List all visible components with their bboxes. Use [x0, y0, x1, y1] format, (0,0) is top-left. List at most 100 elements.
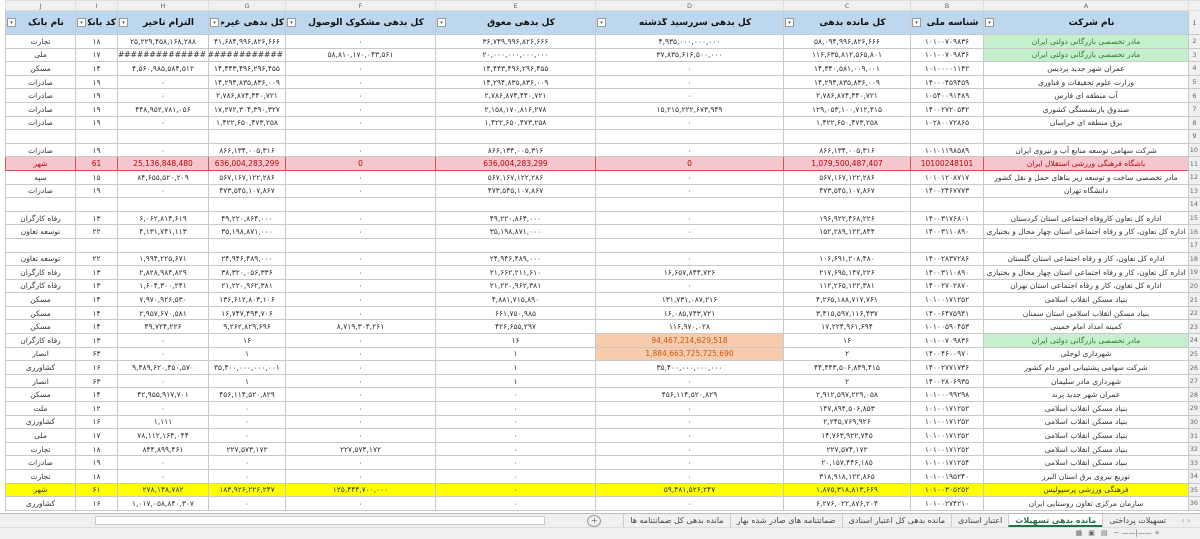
cell[interactable]: ۰	[595, 183, 784, 199]
cell[interactable]: ۱۷	[75, 428, 118, 443]
cell[interactable]: ۱۷,۲۷۲,۳۰۴,۳۹۰,۳۲۷	[208, 101, 286, 117]
cell[interactable]: ۴۹,۲۲۰,۸۶۴,۰۰۰	[208, 210, 286, 226]
page-break-icon[interactable]: ▤	[1100, 529, 1108, 537]
cell[interactable]: ۰	[208, 414, 286, 430]
cell[interactable]: ۰	[595, 373, 784, 389]
sheet-tab[interactable]: اعتبار اسنادی	[951, 514, 1008, 527]
cell[interactable]: ۱۶	[75, 360, 118, 375]
cell[interactable]: ۰	[285, 210, 436, 226]
cell[interactable]: ۰	[435, 441, 596, 457]
cell[interactable]: تجارت	[5, 441, 76, 457]
cell[interactable]: ۲۲۷,۵۷۴,۱۷۲	[783, 441, 911, 457]
cell[interactable]: ۱۰۱۰۰۱۷۱۲۵۲	[910, 401, 984, 416]
cell[interactable]: باشگاه فرهنگی ورزشی استقلال ایران	[983, 156, 1189, 171]
cell[interactable]: ۱۴	[75, 292, 118, 307]
row-number[interactable]: 6	[1188, 88, 1200, 103]
cell[interactable]: ۰	[117, 373, 209, 389]
cell[interactable]: ۱۴۰۰۲۸۳۷۲۸۶	[910, 251, 984, 267]
cell[interactable]: ۲۲	[75, 251, 118, 267]
cell[interactable]: 636,004,283,299	[208, 156, 286, 171]
cell[interactable]: ۱۰۵۴۰۰۹۱۴۸۹	[910, 88, 984, 103]
cell[interactable]: اداره کل تعاون، کار و رفاه اجتماعی استان…	[983, 278, 1189, 294]
column-header[interactable]: کل بدهی مشکوک الوصول ▾	[285, 10, 436, 35]
cell[interactable]: 10100248101	[910, 156, 984, 171]
cell[interactable]: ۰	[285, 61, 436, 76]
cell[interactable]: ۰	[595, 88, 784, 103]
cell[interactable]: ۴۴,۴۴۳,۵۰۶,۸۴۹,۴۱۵	[783, 360, 911, 375]
cell[interactable]: ۸,۷۱۹,۳۰۴,۲۶۱	[285, 319, 436, 335]
cell[interactable]: ۱۰۱۰۰۷۰۹۸۳۶	[910, 333, 984, 348]
cell[interactable]: کمیته امداد امام خمینی	[983, 319, 1189, 335]
cell[interactable]: ملی	[5, 47, 76, 63]
cell[interactable]: رفاه کارگران	[5, 333, 76, 348]
cell[interactable]	[783, 129, 911, 144]
cell[interactable]: ۴۲۶,۶۵۵,۲۹۷	[435, 319, 596, 335]
filter-dropdown-icon[interactable]: ▾	[912, 18, 921, 27]
row-number[interactable]: 22	[1188, 305, 1200, 321]
cell[interactable]: فرهنگی ورزشی پرسپولیس	[983, 482, 1189, 498]
cell[interactable]	[75, 197, 118, 212]
cell[interactable]: ۰	[595, 428, 784, 443]
filter-dropdown-icon[interactable]: ▾	[785, 18, 794, 27]
cell[interactable]: ۰	[435, 455, 596, 470]
cell[interactable]: ۱۱۶,۹۷۰,۰۲۸	[595, 319, 784, 335]
cell[interactable]: ۰	[595, 74, 784, 90]
cell[interactable]: ۸۴۴,۸۹۹,۴۶۱	[117, 441, 209, 457]
cell[interactable]: ۸۶۶,۱۳۴,۰۰۵,۳۱۶	[208, 142, 286, 158]
row-number[interactable]: 18	[1188, 251, 1200, 267]
cell[interactable]: بنیاد مسکن انقلاب اسلامی	[983, 455, 1189, 470]
cell[interactable]: ۰	[285, 169, 436, 185]
cell[interactable]: ۰	[285, 401, 436, 416]
cell[interactable]: ۱۴	[75, 61, 118, 76]
cell[interactable]: ۴۹,۲۲۰,۸۶۴,۰۰۰	[435, 210, 596, 226]
cell[interactable]: سازمان مرکزی تعاون روستایی ایران	[983, 496, 1189, 511]
cell[interactable]: رفاه کارگران	[5, 210, 76, 226]
cell[interactable]: ۵۸,۸۱۰,۱۷۰,۰۴۳,۵۶۱	[285, 47, 436, 63]
cell[interactable]	[117, 129, 209, 144]
row-number[interactable]: 26	[1188, 360, 1200, 375]
cell[interactable]	[5, 129, 76, 144]
row-number[interactable]: 7	[1188, 101, 1200, 117]
filter-dropdown-icon[interactable]: ▾	[437, 18, 446, 27]
cell[interactable]: ۱۹	[75, 455, 118, 470]
sheet-tab[interactable]: مانده بدهی تسهیلات	[1008, 514, 1103, 527]
cell[interactable]: ۰	[435, 469, 596, 484]
cell[interactable]: ۳۸,۳۲۰,۰۵۶,۳۳۶	[208, 265, 286, 280]
cell[interactable]	[595, 129, 784, 144]
cell[interactable]: ۱۴۷,۸۹۴,۵۰۶,۸۵۳	[783, 401, 911, 416]
column-letter[interactable]: E	[435, 0, 596, 11]
column-letter[interactable]: B	[910, 0, 984, 11]
cell[interactable]: توسعه تعاون	[5, 251, 76, 267]
cell[interactable]: ۰	[435, 428, 596, 443]
row-number[interactable]: 30	[1188, 414, 1200, 430]
row-number[interactable]: 2	[1188, 34, 1200, 49]
cell[interactable]: صندوق بازنشستگی کشوری	[983, 101, 1189, 117]
cell[interactable]	[75, 237, 118, 253]
cell[interactable]: ۰	[595, 441, 784, 457]
column-letter[interactable]: C	[783, 0, 911, 11]
cell[interactable]: ۱	[435, 360, 596, 375]
cell[interactable]: ۱۴۰۰۳۱۱۰۸۹۰	[910, 224, 984, 239]
cell[interactable]: ۱۴۰۰۳۱۷۶۸۰۱	[910, 210, 984, 226]
cell[interactable]: ۰	[285, 414, 436, 430]
cell[interactable]: مسکن	[5, 387, 76, 403]
cell[interactable]: تجارت	[5, 34, 76, 49]
cell[interactable]: مادر تخصصی بازرگانی دولتی ایران	[983, 34, 1189, 49]
cell[interactable]: ۱۶,۰۸۵,۷۴۳,۷۲۱	[595, 305, 784, 321]
row-number[interactable]: 35	[1188, 482, 1200, 498]
cell[interactable]	[285, 197, 436, 212]
cell[interactable]: ۰	[117, 88, 209, 103]
row-number[interactable]: 1	[1188, 10, 1200, 35]
cell[interactable]: ۱۰۱۰۰۱۷۱۲۵۲	[910, 428, 984, 443]
row-number[interactable]: 32	[1188, 441, 1200, 457]
cell[interactable]: ۱۸	[75, 34, 118, 49]
column-letter[interactable]: J	[5, 0, 76, 11]
cell[interactable]: 0	[595, 156, 784, 171]
row-number[interactable]: 33	[1188, 455, 1200, 470]
cell[interactable]: ۱۹	[75, 88, 118, 103]
row-number[interactable]: 9	[1188, 129, 1200, 144]
cell[interactable]	[208, 129, 286, 144]
cell[interactable]: ۴,۸۸۱,۷۱۵,۸۹۰	[435, 292, 596, 307]
cell[interactable]: ۲۱,۶۶۲,۲۱۱,۶۱۰	[435, 265, 596, 280]
cell[interactable]	[285, 129, 436, 144]
